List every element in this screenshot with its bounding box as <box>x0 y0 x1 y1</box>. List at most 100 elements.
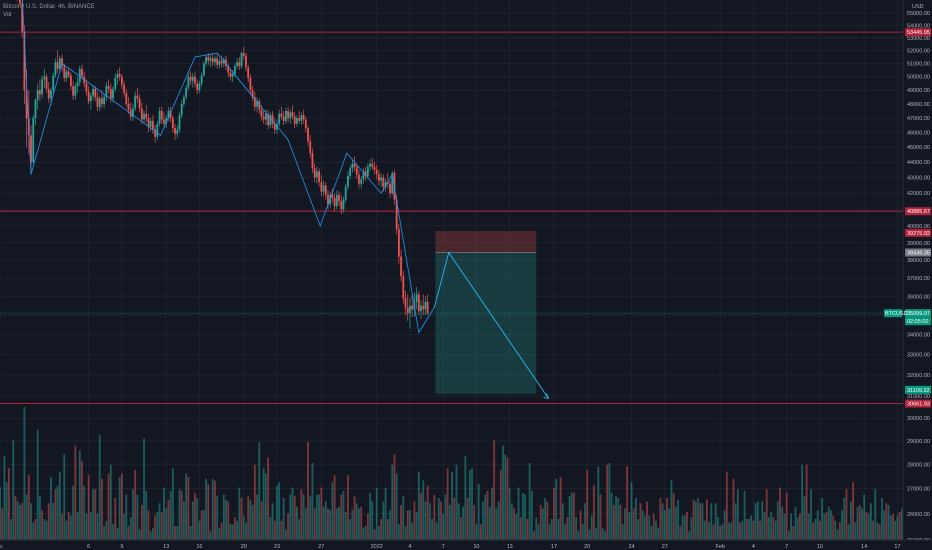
volume-bar <box>242 515 245 540</box>
volume-bar <box>273 520 276 540</box>
volume-bar <box>238 487 241 540</box>
candle-body <box>420 305 422 312</box>
volume-bar <box>537 524 540 540</box>
volume-bar <box>770 512 773 540</box>
time-axis[interactable]: ec 6 9 13 16 20 23 27 2022 4 7 10 13 17 20 24 27 Feb 4 7 10 1… <box>0 539 932 550</box>
volume-bar <box>588 529 591 540</box>
price-tick-label: 53000.00 <box>907 36 930 42</box>
candle-body <box>112 88 114 99</box>
volume-bar <box>843 498 846 540</box>
volume-bar <box>43 519 46 540</box>
candle-body <box>176 129 179 134</box>
projection-arrowhead <box>543 393 550 399</box>
short-position-tool[interactable] <box>435 230 537 394</box>
candle-body <box>291 112 294 117</box>
volume-bar <box>688 531 691 540</box>
candle-body <box>58 58 61 69</box>
volume-bar <box>530 491 533 540</box>
candle-body <box>353 163 356 167</box>
time-tick-label: 6 <box>87 544 90 550</box>
volume-bar <box>515 513 518 540</box>
candle-body <box>315 171 318 178</box>
volume-bar <box>453 498 456 540</box>
time-tick-label: 4 <box>408 544 411 550</box>
volume-bar <box>573 492 575 540</box>
trend-lines[interactable] <box>22 0 550 399</box>
candle-body <box>67 71 70 76</box>
volume-bar <box>127 526 130 540</box>
candle-body <box>236 62 239 67</box>
volume-bar <box>260 501 263 540</box>
candle-body <box>47 88 50 99</box>
horizontal-levels <box>0 31 903 405</box>
volume-bar <box>411 522 414 540</box>
candle-body <box>152 120 154 130</box>
volume-bar <box>247 496 250 540</box>
volume-bar <box>276 485 278 540</box>
volume-bar <box>734 503 737 540</box>
volume-bar <box>787 531 790 540</box>
candle-body <box>335 194 338 207</box>
volume-bar <box>156 512 159 540</box>
candle-body <box>395 199 398 230</box>
volume-bar <box>231 524 234 540</box>
candle-body <box>154 129 157 137</box>
candle-body <box>273 123 276 130</box>
volume-bar <box>697 498 699 540</box>
volume-bar <box>863 494 866 540</box>
volume-bar <box>165 508 168 540</box>
candle-body <box>386 182 389 184</box>
volume-bar <box>896 515 899 540</box>
volume-bar <box>3 456 6 540</box>
price-tick-label: 45000.00 <box>907 145 930 151</box>
candle-body <box>220 60 223 64</box>
candle-body <box>123 84 125 93</box>
volume-bar <box>371 501 374 540</box>
volume-bar <box>132 489 134 540</box>
time-tick-label: 23 <box>274 544 280 550</box>
symbol-title[interactable]: Bitcoin / U.S. Dollar, 4h, BINANCE <box>3 4 95 10</box>
price-axis-bg <box>903 0 932 540</box>
volume-bar <box>508 487 511 540</box>
price-tick-label: 31000.00 <box>907 394 930 400</box>
volume-bar <box>220 522 223 540</box>
volume-bar <box>900 508 903 540</box>
candle-body <box>89 95 92 102</box>
volume-bar <box>70 515 72 540</box>
volume-bar <box>391 464 394 540</box>
volume-bar <box>836 529 839 540</box>
volume-bar <box>92 489 94 540</box>
volume-bar <box>417 471 420 540</box>
candle-body <box>351 163 354 169</box>
volume-bar <box>887 505 890 540</box>
price-tick-label: 38000.00 <box>907 258 930 264</box>
candle-body <box>278 113 281 124</box>
price-tick-label: 32000.00 <box>907 373 930 379</box>
time-tick-label: 27 <box>318 544 324 550</box>
volume-bar <box>378 526 380 540</box>
volume-bar <box>872 520 874 540</box>
candle-body <box>143 113 145 120</box>
volume-bar <box>592 485 595 540</box>
candle-body <box>355 166 358 175</box>
volume-bar <box>604 531 606 540</box>
volume-bar <box>679 526 682 540</box>
volume-bar <box>200 510 203 540</box>
volume-bar <box>420 492 422 540</box>
volume-bar <box>78 450 81 540</box>
candle-body <box>136 95 139 99</box>
volume-bar <box>384 487 387 540</box>
candle-body <box>74 86 77 96</box>
volume-indicator-label[interactable]: Vol <box>3 12 12 18</box>
volume-bar <box>50 477 52 540</box>
candle-body <box>98 98 101 107</box>
volume-bar <box>85 513 88 540</box>
volume-bar <box>655 520 657 540</box>
stop-loss-zone <box>435 230 537 253</box>
volume-bar <box>225 499 227 540</box>
volume-bar <box>72 485 75 540</box>
volume-bar <box>473 505 476 540</box>
candle-body <box>96 97 99 107</box>
